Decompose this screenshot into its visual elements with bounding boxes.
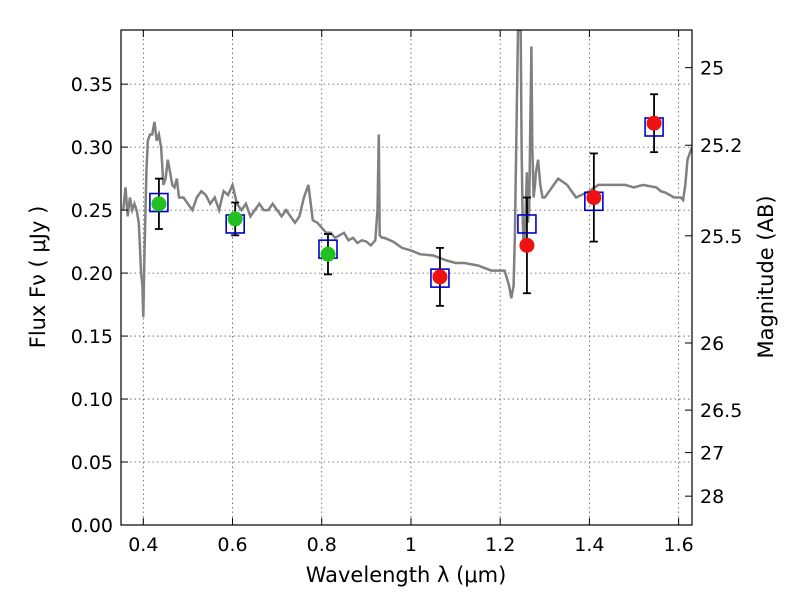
measured-flux-point xyxy=(586,190,602,206)
y-tick-label: 0.25 xyxy=(71,200,113,222)
measured-flux-point xyxy=(646,115,662,131)
measured-flux-point xyxy=(519,237,535,253)
y-tick-label: 0.30 xyxy=(71,137,113,159)
y-tick-label: 0.35 xyxy=(71,74,113,96)
y2-tick-label: 27 xyxy=(700,443,724,465)
y-tick-label: 0.10 xyxy=(71,389,113,411)
y2-axis-label: Magnitude (AB) xyxy=(754,195,778,358)
x-tick-label: 0.6 xyxy=(217,534,247,556)
y2-tick-label: 25 xyxy=(700,58,724,80)
model-flux-box xyxy=(430,268,450,288)
y2-tick-label: 28 xyxy=(700,486,724,508)
y-tick-label: 0.05 xyxy=(71,452,113,474)
y-tick-label: 0.00 xyxy=(71,515,113,537)
y2-tick-label: 26 xyxy=(700,333,724,355)
x-axis-ticks: 0.4 0.6 0.8 1 1.2 1.4 1.6 xyxy=(128,30,694,556)
y2-tick-label: 26.5 xyxy=(700,400,742,422)
measured-flux-point xyxy=(227,211,243,227)
model-flux-box xyxy=(517,214,537,234)
x-tick-label: 1 xyxy=(405,534,417,556)
model-spectrum-line xyxy=(121,30,692,318)
x-tick-label: 1.2 xyxy=(485,534,515,556)
measured-flux-point xyxy=(320,246,336,262)
x-tick-label: 1.4 xyxy=(574,534,604,556)
y2-tick-label: 25.2 xyxy=(700,135,742,157)
photometry-points xyxy=(149,93,664,307)
measured-flux-point xyxy=(432,269,448,285)
x-tick-label: 0.8 xyxy=(307,534,337,556)
x-axis-label: Wavelength λ (μm) xyxy=(306,563,507,587)
measured-flux-point xyxy=(151,196,167,212)
x-tick-label: 0.4 xyxy=(128,534,158,556)
model-flux-box xyxy=(149,192,169,213)
plot-frame xyxy=(120,29,693,526)
y-axis-label: Flux Fν ( μJy ) xyxy=(26,206,50,349)
grid-lines xyxy=(121,30,692,526)
y2-tick-label: 25.5 xyxy=(700,226,742,248)
y-tick-label: 0.15 xyxy=(71,326,113,348)
y-tick-label: 0.20 xyxy=(71,263,113,285)
x-tick-label: 1.6 xyxy=(664,534,694,556)
y2-axis-ticks: 25 25.2 25.5 26 26.5 27 28 xyxy=(685,58,742,508)
y-axis-ticks: 0.00 0.05 0.10 0.15 0.20 0.25 0.30 0.35 xyxy=(71,74,128,537)
